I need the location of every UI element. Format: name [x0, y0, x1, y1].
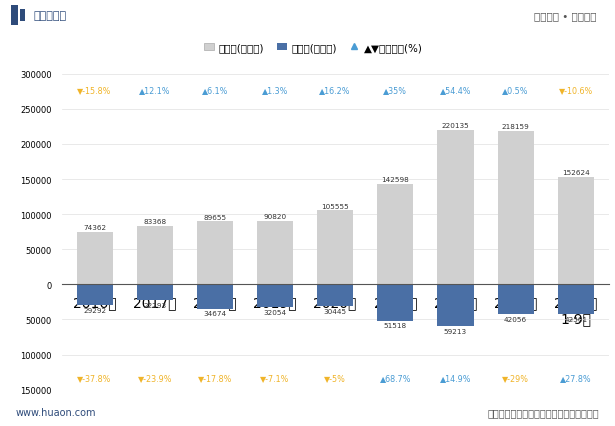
Text: ▼-37.8%: ▼-37.8% [77, 374, 112, 383]
Text: 30445: 30445 [323, 308, 347, 314]
Bar [76, 285, 113, 305]
Text: ▲12.1%: ▲12.1% [139, 86, 170, 95]
Text: 华经情报网: 华经情报网 [34, 11, 67, 21]
Bar [76, 233, 113, 285]
Text: ▼-10.6%: ▼-10.6% [558, 86, 593, 95]
Bar [498, 285, 534, 314]
Bar [377, 285, 413, 321]
Bar [11, 6, 18, 26]
Text: 29292: 29292 [83, 307, 106, 313]
Bar [437, 285, 474, 326]
Text: 数据来源：中国海关；华经产业研究院整理: 数据来源：中国海关；华经产业研究院整理 [488, 407, 600, 417]
Bar [137, 285, 173, 300]
Text: ▲35%: ▲35% [383, 86, 407, 95]
Text: ▲6.1%: ▲6.1% [202, 86, 228, 95]
Bar [437, 130, 474, 285]
Bar [317, 211, 353, 285]
Text: 专业严谨 • 客观科学: 专业严谨 • 客观科学 [534, 11, 597, 21]
Text: 218159: 218159 [502, 124, 530, 130]
Bar [317, 285, 353, 306]
Bar [257, 221, 293, 285]
Bar [137, 226, 173, 285]
Text: ▲68.7%: ▲68.7% [379, 374, 411, 383]
Bar [498, 132, 534, 285]
Text: ▲0.5%: ▲0.5% [502, 86, 529, 95]
Text: 59213: 59213 [444, 328, 467, 334]
Text: 89655: 89655 [204, 214, 226, 220]
Bar [558, 285, 594, 314]
Text: 152624: 152624 [562, 170, 590, 176]
Text: ▼-5%: ▼-5% [324, 374, 346, 383]
Text: 2016-2024年9月蚌埠市(境内目的地/货源地)进、出口额: 2016-2024年9月蚌埠市(境内目的地/货源地)进、出口额 [164, 46, 451, 61]
Text: ▲16.2%: ▲16.2% [319, 86, 351, 95]
Text: 105555: 105555 [321, 203, 349, 209]
Bar [257, 285, 293, 307]
Text: 34674: 34674 [204, 311, 226, 317]
Legend: 出口额(万美元), 进口额(万美元), ▲▼同比增长(%): 出口额(万美元), 进口额(万美元), ▲▼同比增长(%) [200, 39, 427, 57]
Text: ▲54.4%: ▲54.4% [440, 86, 471, 95]
Text: ▼-29%: ▼-29% [502, 374, 529, 383]
Text: ▼-23.9%: ▼-23.9% [138, 374, 172, 383]
Text: 74362: 74362 [83, 225, 106, 231]
Bar [377, 185, 413, 285]
Text: ▲27.8%: ▲27.8% [560, 374, 592, 383]
Text: 42501: 42501 [564, 316, 587, 322]
Bar [197, 222, 233, 285]
Text: www.huaon.com: www.huaon.com [15, 407, 96, 417]
Text: 83368: 83368 [143, 219, 166, 225]
Text: ▲1.3%: ▲1.3% [262, 86, 288, 95]
Text: ▲14.9%: ▲14.9% [440, 374, 471, 383]
Text: ▼-15.8%: ▼-15.8% [77, 86, 112, 95]
Text: 51518: 51518 [384, 322, 407, 328]
Text: ▼-7.1%: ▼-7.1% [260, 374, 290, 383]
Text: 90820: 90820 [263, 213, 287, 219]
Text: 142598: 142598 [381, 177, 409, 183]
Bar [197, 285, 233, 309]
Bar [20, 9, 25, 22]
Text: ▼-17.8%: ▼-17.8% [197, 374, 232, 383]
Text: 22293: 22293 [143, 302, 166, 308]
Bar [558, 178, 594, 285]
Text: 220135: 220135 [442, 123, 469, 129]
Text: 32054: 32054 [263, 309, 287, 315]
Text: 42056: 42056 [504, 316, 527, 322]
